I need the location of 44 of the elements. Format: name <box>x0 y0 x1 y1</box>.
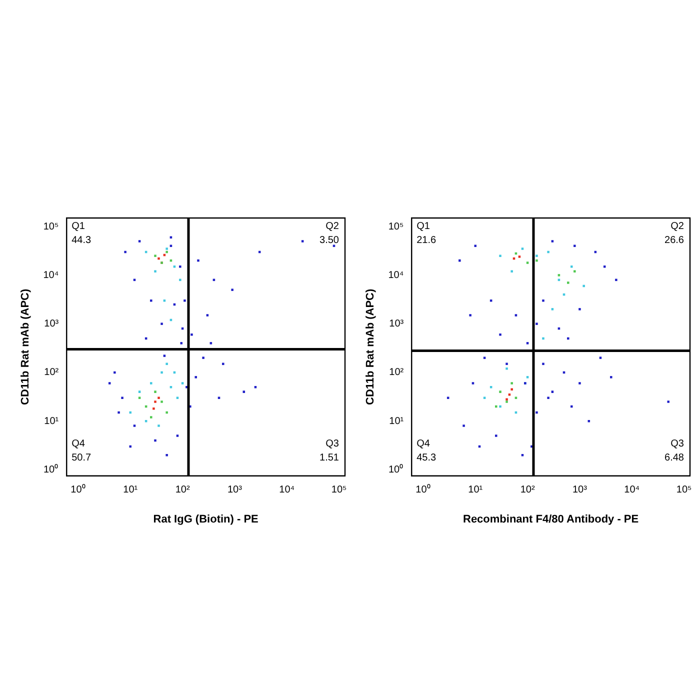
x-tick-label: 10¹ <box>123 484 138 496</box>
annotation: Q3 <box>670 438 684 450</box>
annotation: 3.50 <box>320 234 340 246</box>
x-tick-label: 10³ <box>572 484 588 496</box>
y-tick-label: 10⁴ <box>388 270 404 281</box>
x-tick-label: 10² <box>175 484 190 496</box>
y-tick-label: 10⁰ <box>388 463 404 476</box>
annotation: 50.7 <box>72 452 92 464</box>
annotation: 44.3 <box>72 234 92 246</box>
y-tick-label: 10² <box>44 367 60 378</box>
x-tick-label: 10⁴ <box>624 484 640 496</box>
y-tick-label: 10¹ <box>44 416 60 427</box>
x-axis-title: Rat IgG (Biotin) - PE <box>153 513 258 526</box>
y-tick-label: 10³ <box>44 318 60 330</box>
y-tick-label: 10⁰ <box>43 463 59 476</box>
annotation: 1.51 <box>320 452 340 464</box>
y-tick-label: 10⁵ <box>43 221 59 232</box>
annotation: 26.6 <box>664 234 684 246</box>
x-axis-title: Recombinant F4/80 Antibody - PE <box>462 513 639 526</box>
x-tick-label: 10³ <box>227 484 243 496</box>
y-tick-label: 10³ <box>389 318 404 330</box>
annotation: Q3 <box>326 438 340 450</box>
annotation: Q1 <box>416 220 430 232</box>
annotation: Q4 <box>416 438 430 450</box>
y-axis-title: CD11b Rat mAb (APC) <box>20 288 32 405</box>
x-tick-label: 10² <box>520 484 536 496</box>
annotation: 45.3 <box>416 452 437 464</box>
y-tick-label: 10⁵ <box>388 221 404 232</box>
y-axis-title: CD11b Rat mAb (APC) <box>364 288 377 405</box>
x-tick-label: 10⁰ <box>70 484 86 496</box>
x-tick-label: 10⁵ <box>676 484 692 496</box>
annotation: Q1 <box>72 220 86 232</box>
annotation: Q2 <box>670 220 684 232</box>
y-tick-label: 10² <box>389 367 404 378</box>
annotation: 6.48 <box>664 452 684 464</box>
x-tick-label: 10¹ <box>468 484 484 496</box>
x-tick-label: 10⁵ <box>331 484 347 496</box>
x-tick-label: 10⁴ <box>279 484 295 496</box>
y-tick-label: 10¹ <box>389 416 404 427</box>
x-tick-label: 10⁰ <box>416 484 431 496</box>
annotation: Q4 <box>72 438 86 450</box>
annotation: Q2 <box>326 220 340 232</box>
annotation: 21.6 <box>416 234 437 246</box>
y-tick-label: 10⁴ <box>43 270 59 281</box>
